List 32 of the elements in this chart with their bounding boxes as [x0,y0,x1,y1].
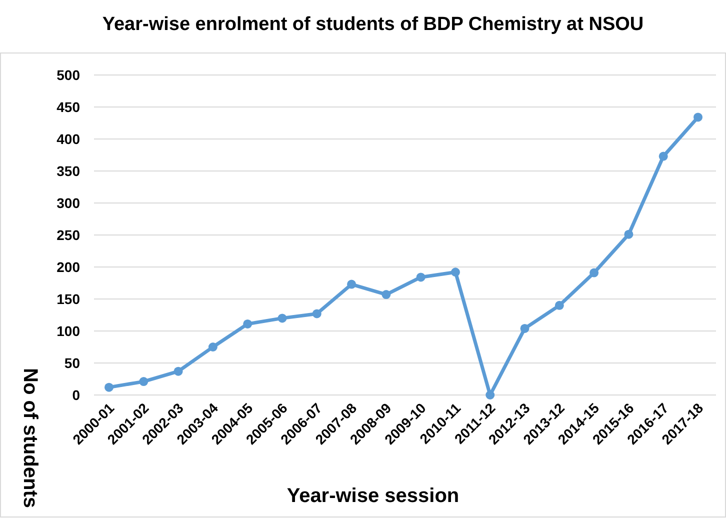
y-tick-label: 250 [56,226,80,243]
point [658,152,668,161]
point [278,314,287,323]
point [694,112,702,122]
point [416,272,426,282]
y-tick-label: 500 [56,66,80,83]
point [520,324,530,333]
point [590,268,599,278]
y-tick-label: 400 [56,130,80,147]
y-tick-label: 200 [56,258,80,275]
y-tick-label: 100 [56,322,80,339]
y-tick-label: 0 [72,386,80,403]
point [624,230,634,239]
point [174,366,183,376]
x-axis-title: Year-wise session [286,485,460,507]
point [208,342,218,352]
y-tick-label: 300 [56,194,80,211]
y-tick-label: 450 [56,98,80,115]
point [104,382,114,392]
y-axis-title: No of students [19,368,41,508]
point [243,319,252,328]
point [486,390,495,400]
y-tick-label: 350 [56,162,80,179]
point [347,280,356,289]
point [139,377,148,386]
y-tick-label: 150 [56,290,80,307]
point [554,300,564,310]
point [312,309,322,318]
y-tick-label: 50 [64,354,80,371]
point [382,290,391,300]
chart-title: Year-wise enrolment of students of BDP Chemistry at NSOU [102,14,644,35]
point [450,268,460,277]
